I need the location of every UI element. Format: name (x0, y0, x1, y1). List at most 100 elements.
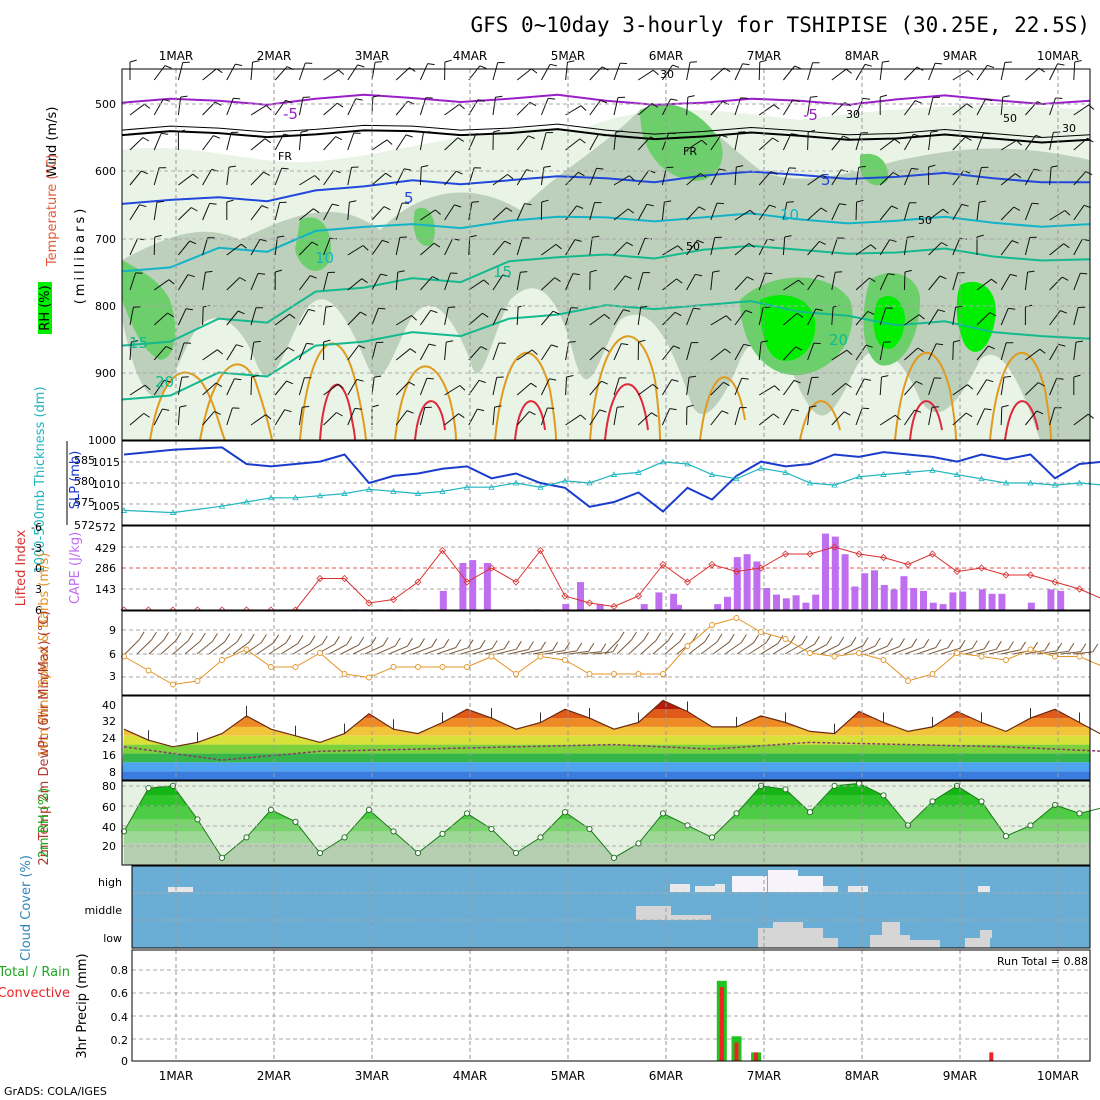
cape-bar (841, 554, 849, 610)
date-label-top: 6MAR (649, 49, 684, 63)
rh-marker (733, 810, 740, 817)
wind-barb-flag (406, 410, 414, 414)
wind-barb-flag (331, 203, 340, 207)
wind-barb-flag (865, 344, 873, 348)
wind-barb-flag (965, 136, 972, 141)
tick-label: 580 (74, 475, 95, 488)
cape-bar (959, 591, 967, 610)
thickness-marker (218, 502, 226, 509)
wind-barb (710, 67, 725, 81)
wind-barb (831, 349, 848, 361)
wind-barb-flag (383, 206, 391, 211)
wind-barb (662, 278, 677, 291)
thickness-marker (488, 483, 495, 490)
wind-barb-flag (839, 203, 847, 206)
wind-barb-flag (721, 410, 729, 414)
upper-wind-barbs (129, 59, 1095, 426)
wind-barb-flag (687, 95, 695, 98)
thickness-marker (120, 507, 128, 513)
wind-barb-flag (846, 349, 853, 356)
wind-barb-flag (214, 101, 222, 106)
surface-barb (904, 646, 924, 655)
wind-barb-flag (500, 308, 508, 311)
surface-barb-flag (850, 636, 857, 646)
wind-barb (129, 384, 146, 396)
wind-barb (202, 203, 211, 221)
date-label-top: 8MAR (845, 49, 880, 63)
wind-barb-flag (736, 165, 744, 168)
wind-barb-flag (700, 172, 707, 178)
wind-barb-flag (961, 203, 969, 207)
wind-barb (323, 307, 327, 326)
date-label-bottom: 5MAR (551, 1069, 586, 1083)
wind-barb-flag (592, 235, 600, 238)
cloud-level-label: high (98, 876, 122, 889)
wind-barb (226, 407, 233, 426)
wind-barb (782, 380, 795, 396)
wind-barb (976, 312, 991, 326)
wind-barb (492, 377, 498, 396)
wind-barb (1073, 342, 1077, 361)
wind-marker (856, 650, 862, 656)
wind-barb-flag (870, 244, 877, 250)
wind-barb-flag (1008, 307, 1016, 310)
rh-marker (1051, 801, 1059, 809)
wind-barb-flag (955, 305, 963, 308)
li-marker (487, 564, 496, 572)
cloud-level-label: middle (84, 904, 122, 917)
rh-band (124, 843, 1090, 865)
wind-barb (1049, 276, 1063, 291)
wind-barb (637, 412, 652, 426)
surface-barb-flag (370, 636, 377, 646)
wind-panel: 9 6 3 10m Wind Speed & Barbs (m/s) (37, 553, 1100, 757)
wind-barb (323, 412, 337, 426)
cape-bar (900, 576, 908, 610)
rh-marker (463, 810, 471, 817)
wind-barb (1073, 238, 1083, 256)
wind-barb-flag (1001, 404, 1009, 408)
wind-marker (978, 653, 985, 660)
surface-barb (184, 640, 201, 655)
wind-barb (347, 132, 355, 151)
wind-barb-flag (529, 101, 537, 107)
wind-barb-flag (211, 168, 219, 172)
wind-barb (976, 345, 989, 361)
wind-barb-flag (163, 98, 171, 102)
thickness-marker (365, 486, 373, 492)
li-marker (536, 546, 545, 555)
cape-bar (670, 593, 678, 610)
wind-barb-flag (185, 308, 193, 311)
wind-barb-flag (548, 97, 556, 100)
wind-marker (1003, 657, 1009, 663)
surface-barb-flag (187, 632, 194, 642)
wind-barb (129, 170, 142, 186)
wind-barb-flag (864, 378, 872, 381)
wind-marker (268, 664, 274, 670)
cloud-grid (132, 866, 1090, 948)
surface-wind-barbs (124, 631, 1099, 655)
surface-barb-flag (874, 637, 881, 647)
wind-barb-flag (446, 340, 454, 343)
wind-barb-flag (356, 378, 364, 382)
wind-barb-flag (455, 170, 463, 175)
surface-barb (280, 642, 299, 655)
wind-barb-flag (835, 271, 843, 273)
wind-barb-flag (154, 234, 162, 238)
cape-bar (988, 593, 996, 610)
wind-barb-flag (358, 345, 366, 349)
surface-barb-flag (1080, 643, 1087, 652)
wind-marker (709, 622, 715, 628)
surface-barb-flag (600, 643, 607, 652)
wind-barb (202, 169, 213, 186)
wind-barb (952, 384, 968, 396)
surface-barb (268, 642, 287, 655)
wind-barb (516, 169, 527, 186)
wind-marker (292, 664, 299, 670)
rh-marker (978, 798, 985, 805)
thickness-marker (586, 479, 593, 486)
wind-barb-flag (673, 345, 681, 349)
surface-barb-flag (199, 632, 206, 642)
isotherm-15 (121, 244, 1091, 347)
li-marker (365, 599, 373, 607)
surface-barb (304, 643, 323, 655)
